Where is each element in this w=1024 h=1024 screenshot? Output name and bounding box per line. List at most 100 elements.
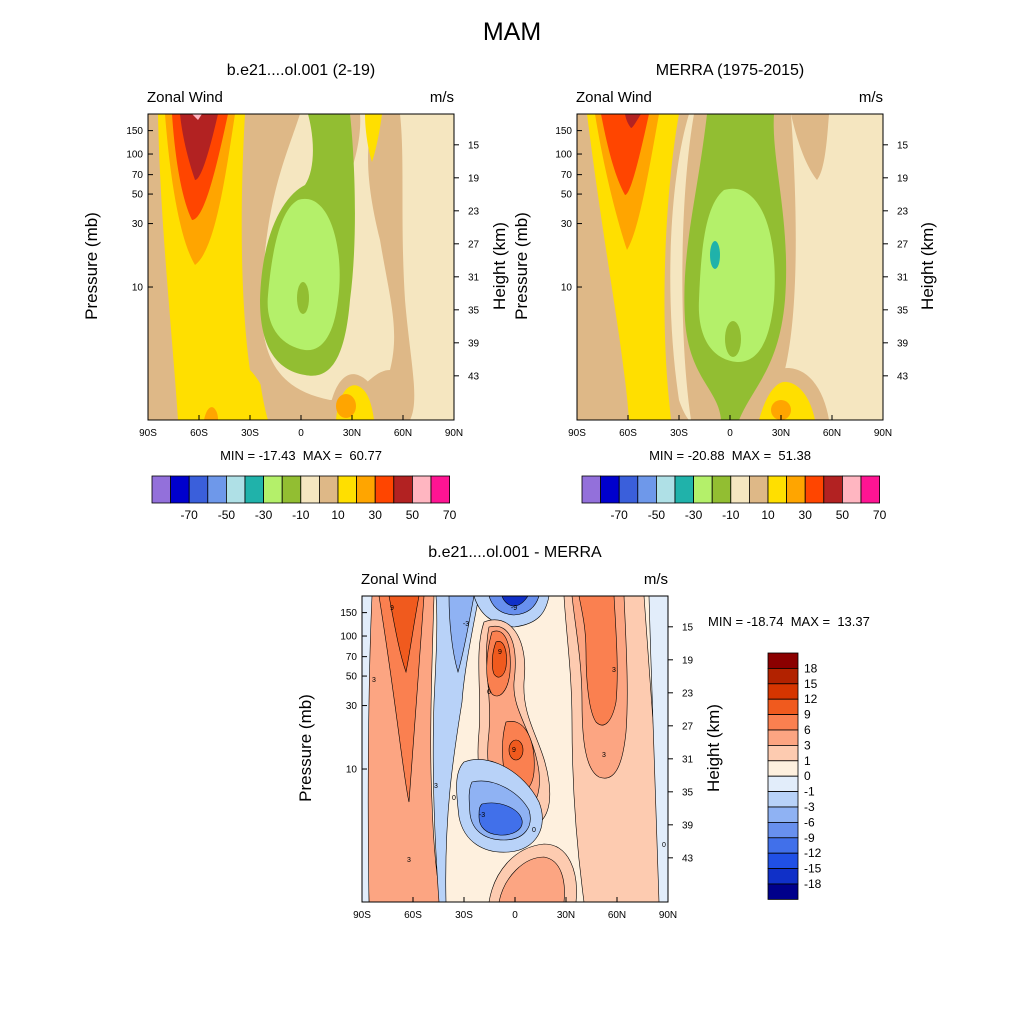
contour-label: 6 <box>487 689 491 696</box>
y-right-tick-label: 39 <box>468 338 480 349</box>
colorbar-box <box>767 791 799 808</box>
panel2-units: m/s <box>858 89 883 106</box>
y-right-tick-label: 31 <box>897 272 909 283</box>
panel1-field <box>148 114 454 420</box>
colorbar-box <box>711 475 732 504</box>
y-right-tick-label: 23 <box>682 688 694 699</box>
colorbar-box <box>337 475 358 504</box>
panel2-y-axis: 10 30 50 70 100 150 <box>555 126 582 294</box>
x-tick-label: 60S <box>619 428 637 439</box>
colorbar-box <box>767 760 799 777</box>
colorbar-box <box>356 475 376 504</box>
y-right-tick-label: 35 <box>682 787 694 798</box>
colorbar-box <box>693 475 713 504</box>
panel2-x-axis: 90S 60S 30S 0 30N 60N 90N <box>568 415 892 439</box>
colorbar-label: 30 <box>799 508 813 522</box>
x-tick-label: 30S <box>455 910 473 921</box>
y-tick-label: 70 <box>346 652 358 663</box>
y-right-tick-label: 31 <box>468 272 480 283</box>
y-right-tick-label: 43 <box>682 853 694 864</box>
y-right-tick-label: 23 <box>468 206 480 217</box>
x-tick-label: 30N <box>557 910 575 921</box>
x-tick-label: 90S <box>568 428 586 439</box>
colorbar-box <box>786 475 806 504</box>
colorbar-box <box>767 683 799 700</box>
y-tick-label: 150 <box>126 126 143 137</box>
colorbar-box <box>393 475 413 504</box>
y-tick-label: 10 <box>561 283 573 294</box>
contour-label: 0 <box>662 842 666 849</box>
colorbar-box <box>374 475 395 504</box>
colorbar-label: -10 <box>292 508 310 522</box>
colorbar-label: 15 <box>804 677 818 691</box>
colorbar-box <box>300 475 320 504</box>
colorbar-box <box>767 745 799 762</box>
colorbar-box <box>804 475 825 504</box>
x-tick-label: 90N <box>659 910 677 921</box>
y-right-tick-label: 39 <box>897 338 909 349</box>
colorbar-box <box>674 475 695 504</box>
y-right-tick-label: 27 <box>468 239 480 250</box>
y-tick-label: 10 <box>346 765 358 776</box>
colorbar-label: -10 <box>722 508 740 522</box>
colorbar-label: 9 <box>804 708 811 722</box>
contour-label: 9 <box>390 605 394 612</box>
colorbar-box <box>730 475 750 504</box>
colorbar-label: 70 <box>873 508 887 522</box>
y-right-tick-label: 15 <box>897 140 909 151</box>
panel3-field <box>362 596 668 902</box>
colorbar-box <box>207 475 227 504</box>
x-tick-label: 0 <box>298 428 304 439</box>
y-tick-label: 100 <box>555 150 572 161</box>
panel2-colorbar: -70 -50 -30 -10 10 30 50 70 <box>581 475 887 522</box>
panel3-units: m/s <box>643 571 668 588</box>
colorbar-box <box>767 714 799 731</box>
colorbar-box <box>318 475 339 504</box>
panel1-plot: 90S 60S 30S 0 30N 60N 90N 10 30 50 70 100 150 43 39 3… <box>126 113 480 439</box>
y-right-tick-label: 39 <box>682 820 694 831</box>
contour-label: 3 <box>372 677 376 684</box>
y-right-tick-label: 19 <box>682 655 694 666</box>
colorbar-box <box>656 475 676 504</box>
panel3-title: b.e21....ol.001 - MERRA <box>428 544 602 561</box>
colorbar-box <box>767 698 799 716</box>
y-tick-label: 30 <box>346 701 358 712</box>
contour-label: -3 <box>463 621 469 628</box>
y-tick-label: 30 <box>561 219 573 230</box>
colorbar-box <box>841 475 862 504</box>
colorbar-box <box>244 475 265 504</box>
colorbar-box <box>188 475 209 504</box>
colorbar-box <box>860 475 881 504</box>
panel1-y-axis: 10 30 50 70 100 150 <box>126 126 153 294</box>
y-right-tick-label: 31 <box>682 754 694 765</box>
panel2-title: MERRA (1975-2015) <box>655 62 805 79</box>
y-right-tick-label: 27 <box>897 239 909 250</box>
colorbar-box <box>170 475 190 504</box>
colorbar-label: 70 <box>443 508 457 522</box>
colorbar-label: 18 <box>804 661 818 675</box>
panel1-y-axis-right: 43 39 35 31 27 23 19 15 <box>454 140 480 382</box>
panel1-units: m/s <box>429 89 454 106</box>
colorbar-box <box>767 821 799 839</box>
colorbar-label: 10 <box>761 508 775 522</box>
colorbar-label: -1 <box>804 785 815 799</box>
x-tick-label: 90S <box>353 910 371 921</box>
contour-label: 3 <box>612 667 616 674</box>
colorbar-label: -70 <box>611 508 629 522</box>
colorbar-box <box>767 837 799 854</box>
x-tick-label: 90N <box>445 428 463 439</box>
colorbar-box <box>767 775 799 792</box>
contour-label: -9 <box>511 605 517 612</box>
panel3-contour-labels: 9 3 3 3 9 9 -3 0 0 3 3 0 -3 -9 6 <box>372 605 666 864</box>
y-tick-label: 30 <box>132 219 144 230</box>
panel1-ylabel: Pressure (mb) <box>82 212 101 320</box>
figure-title: MAM <box>482 18 542 46</box>
contour-label: 3 <box>434 783 438 790</box>
y-right-tick-label: 19 <box>468 173 480 184</box>
colorbar-box <box>823 475 843 504</box>
colorbar-label: -6 <box>804 815 815 829</box>
panel3-y-axis-right: 43 39 35 31 27 23 19 15 <box>668 622 694 864</box>
y-tick-label: 100 <box>340 632 357 643</box>
colorbar-box <box>748 475 769 504</box>
